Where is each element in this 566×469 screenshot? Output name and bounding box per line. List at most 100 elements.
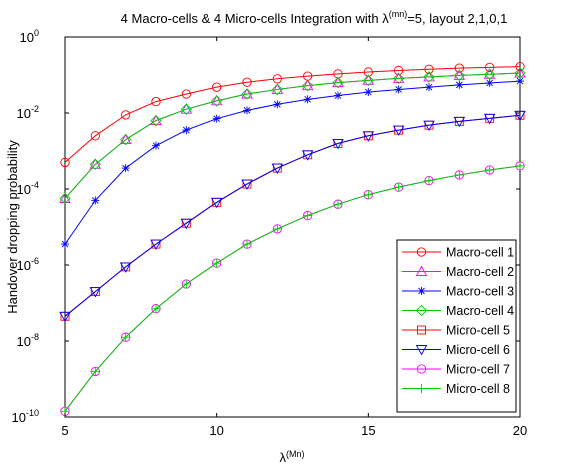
y-tick-label: 10-8: [17, 332, 39, 349]
data-point: [394, 85, 403, 94]
data-point: [484, 68, 496, 80]
data-point: [301, 150, 314, 161]
y-tick-label: 10-6: [17, 256, 39, 273]
data-point: [332, 138, 344, 150]
legend-label: Micro-cell 8: [446, 382, 510, 396]
data-point: [333, 199, 343, 209]
x-tick-label: 5: [61, 423, 68, 438]
data-point: [180, 103, 192, 115]
data-point: [212, 258, 222, 268]
data-point: [212, 82, 222, 92]
data-point: [180, 218, 193, 230]
data-point: [89, 287, 102, 298]
data-point: [483, 113, 496, 125]
data-point: [303, 95, 312, 104]
data-point: [182, 126, 191, 135]
data-point: [271, 163, 284, 175]
x-axis-label-main: λ: [280, 450, 287, 465]
data-point: [424, 176, 434, 186]
data-point: [423, 120, 435, 132]
legend-entries: Macro-cell 1 Macro-cell 2 Macro-cell 3 Macr…: [402, 246, 514, 396]
legend-entry: Micro-cell 7: [402, 363, 510, 377]
data-point: [515, 61, 525, 72]
data-point: [454, 170, 464, 180]
data-point: [59, 192, 71, 203]
data-point: [121, 110, 131, 120]
legend-marker: [415, 304, 428, 317]
data-point: [90, 131, 100, 141]
series-layer: [59, 61, 526, 416]
series-line-3: [64, 80, 521, 245]
data-point: [485, 78, 494, 87]
data-point: [242, 239, 252, 249]
legend-marker: [415, 345, 428, 356]
y-tick-label: 10-2: [17, 104, 39, 121]
legend-entry: Micro-cell 8: [402, 382, 510, 396]
y-tick-label: 100: [20, 28, 39, 45]
legend-marker: [417, 325, 426, 335]
data-point: [242, 77, 252, 87]
series-3: [61, 77, 524, 249]
legend-entry: Macro-cell 1: [402, 246, 514, 260]
legend-marker: [415, 265, 428, 276]
data-point: [59, 311, 71, 323]
data-point: [150, 239, 162, 251]
data-point: [393, 72, 405, 85]
legend-entry: Micro-cell 5: [402, 324, 510, 338]
data-point: [121, 164, 130, 173]
data-point: [485, 62, 495, 73]
legend-label: Macro-cell 4: [446, 304, 514, 318]
data-point: [423, 71, 435, 83]
x-tick-label: 15: [361, 423, 375, 438]
legend-entry: Micro-cell 6: [402, 343, 510, 357]
series-line-1: [64, 66, 521, 163]
data-point: [211, 95, 223, 107]
data-point: [394, 65, 404, 76]
legend-entry: Macro-cell 2: [402, 265, 514, 279]
data-point: [454, 63, 464, 73]
data-point: [243, 106, 251, 115]
data-point: [392, 125, 405, 137]
data-point: [514, 67, 526, 79]
data-point: [334, 91, 342, 100]
legend-label: Macro-cell 1: [446, 246, 514, 260]
legend-label: Macro-cell 3: [446, 285, 514, 299]
data-point: [121, 332, 131, 342]
data-point: [453, 116, 466, 128]
x-tick-label: 10: [209, 423, 223, 438]
data-point: [514, 110, 526, 122]
series-6: [59, 110, 526, 323]
legend-marker: [416, 364, 427, 374]
data-point: [364, 88, 373, 97]
y-tick-label: 10-4: [17, 180, 39, 197]
legend-marker: [416, 247, 427, 257]
data-point: [91, 196, 100, 205]
data-point: [425, 83, 433, 92]
legend: Macro-cell 1 Macro-cell 2 Macro-cell 3 Macr…: [396, 239, 517, 413]
data-point: [60, 157, 70, 168]
data-point: [119, 133, 132, 145]
data-point: [89, 158, 101, 170]
data-point: [515, 161, 525, 171]
data-point: [302, 80, 314, 92]
x-tick-label: 20: [513, 423, 527, 438]
x-axis-label-superscript: (Mn): [286, 449, 305, 459]
legend-marker: [417, 384, 426, 393]
data-point: [363, 190, 373, 200]
data-point: [271, 83, 283, 96]
data-point: [119, 262, 132, 273]
data-point: [241, 179, 253, 190]
legend-entry: Macro-cell 4: [402, 304, 514, 318]
data-point: [59, 192, 71, 205]
data-point: [150, 114, 162, 127]
series-4: [59, 67, 526, 205]
data-point: [89, 158, 102, 169]
data-point: [61, 240, 69, 249]
series-line-8: [64, 165, 521, 412]
legend-box: [396, 239, 517, 413]
data-point: [272, 74, 282, 84]
data-point: [424, 64, 434, 74]
data-point: [241, 88, 253, 100]
series-line-6: [64, 114, 521, 317]
